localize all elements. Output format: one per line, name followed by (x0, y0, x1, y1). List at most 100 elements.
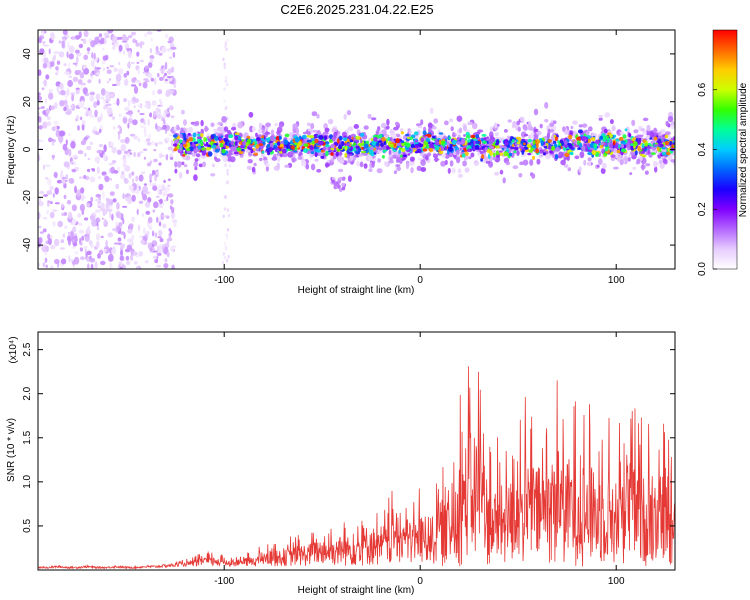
heatmap-cell (210, 173, 216, 177)
heatmap-cell (83, 30, 89, 38)
heatmap-cell (155, 195, 160, 198)
heatmap-cell (143, 156, 146, 160)
heatmap-cell (527, 123, 532, 131)
heatmap-cell (658, 135, 664, 139)
heatmap-cell (91, 52, 94, 59)
heatmap-cell (396, 166, 401, 171)
heatmap-cell (119, 126, 122, 134)
heatmap-cell (120, 173, 126, 180)
heatmap-cell (183, 119, 187, 126)
heatmap-cell (223, 87, 226, 91)
heatmap-cell (128, 99, 131, 108)
heatmap-cell (87, 109, 93, 117)
heatmap-cell (541, 140, 544, 146)
heatmap-cell (107, 30, 114, 34)
snr-x-ticks: -100 0 100 (214, 332, 625, 587)
heatmap-cell (507, 119, 512, 123)
heatmap-cell (133, 105, 136, 109)
heatmap-cell (518, 173, 523, 178)
heatmap-cell (448, 136, 452, 140)
x-tick-label: -100 (214, 275, 234, 286)
heatmap-cell (577, 140, 580, 146)
snr-y-label: SNR (10 * v/v) (6, 418, 17, 482)
heatmap-cell (50, 265, 54, 269)
heatmap-cell (338, 135, 343, 141)
heatmap-cell (600, 167, 606, 174)
heatmap-cell (108, 211, 112, 219)
heatmap-cell (475, 134, 480, 139)
heatmap-cell (341, 182, 345, 187)
heatmap-cell (188, 126, 193, 134)
heatmap-cell (44, 177, 49, 180)
heatmap-cell (457, 173, 464, 178)
heatmap-cell (79, 72, 85, 79)
heatmap-cell (71, 218, 77, 226)
heatmap-cell (70, 104, 74, 109)
heatmap-cell (440, 140, 446, 145)
heatmap-cell (127, 50, 132, 59)
heatmap-cell (86, 145, 92, 151)
heatmap-cell (627, 157, 631, 162)
heatmap-cell (143, 33, 147, 37)
heatmap-cell (223, 242, 227, 246)
heatmap-cell (123, 73, 128, 78)
heatmap-cell (65, 139, 68, 146)
heatmap-cell (633, 141, 638, 147)
heatmap-cell (112, 45, 116, 51)
heatmap-cell (511, 138, 515, 143)
heatmap-cell (661, 146, 666, 150)
heatmap-cell (309, 145, 314, 150)
heatmap-cell (451, 167, 456, 174)
heatmap-cell (276, 141, 281, 146)
heatmap-cell (203, 143, 208, 147)
heatmap-cell (456, 115, 463, 122)
heatmap-cell (554, 153, 559, 160)
heatmap-cell (44, 164, 51, 168)
heatmap-cell (523, 126, 528, 131)
heatmap-cell (45, 74, 50, 80)
heatmap-cell (137, 109, 140, 113)
heatmap-cell (38, 95, 42, 101)
heatmap-cell (327, 118, 334, 125)
heatmap-cell (633, 129, 639, 134)
heatmap-cell (139, 151, 144, 154)
heatmap-cell (136, 61, 140, 64)
heatmap-cell (144, 201, 151, 208)
heatmap-cell (586, 135, 591, 139)
heatmap-cell (482, 158, 486, 163)
heatmap-cell (71, 204, 77, 212)
heatmap-cell (164, 128, 168, 135)
heatmap-cell (578, 166, 582, 173)
heatmap-cell (90, 40, 96, 48)
heatmap-cell (278, 124, 284, 128)
heatmap-cell (79, 203, 85, 212)
heatmap-cell (149, 48, 153, 54)
heatmap-cell (84, 234, 90, 242)
heatmap-cell (222, 57, 225, 62)
heatmap-cell (513, 150, 517, 153)
heatmap-cell (413, 131, 419, 136)
heatmap-cell (250, 148, 254, 154)
heatmap-cell (223, 255, 227, 260)
heatmap-cell (516, 120, 521, 126)
heatmap-cell (103, 98, 106, 105)
heatmap-cell (161, 46, 167, 54)
heatmap-cell (142, 193, 148, 201)
spectrogram-heatmap (38, 30, 675, 269)
heatmap-cell (311, 111, 318, 117)
heatmap-cell (381, 136, 386, 142)
heatmap-cell (107, 253, 114, 262)
heatmap-cell (201, 147, 206, 152)
heatmap-cell (345, 143, 351, 147)
heatmap-cell (451, 139, 457, 145)
heatmap-cell (369, 162, 373, 169)
heatmap-cell (136, 208, 139, 215)
heatmap-cell (43, 79, 48, 87)
heatmap-cell (146, 141, 152, 146)
heatmap-cell (176, 161, 182, 168)
heatmap-cell (226, 227, 230, 232)
heatmap-cell (60, 258, 67, 265)
heatmap-cell (167, 184, 171, 187)
heatmap-cell (545, 143, 549, 146)
